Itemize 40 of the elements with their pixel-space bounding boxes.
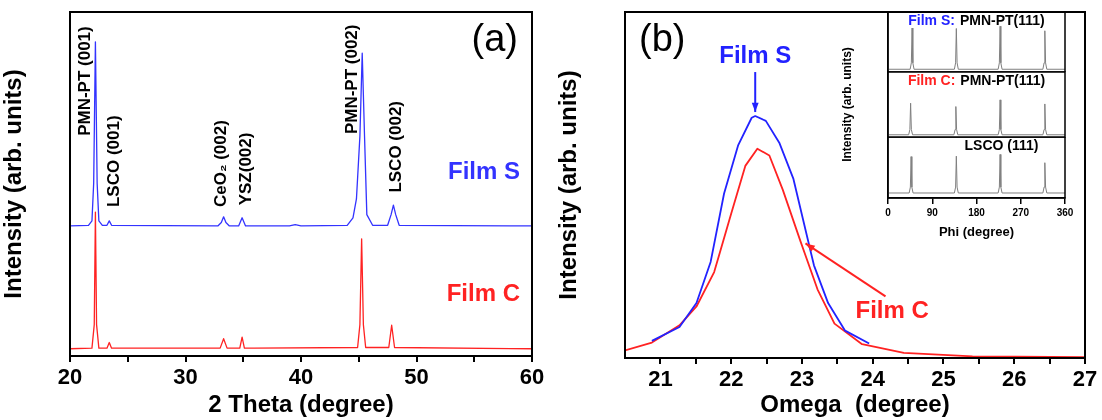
x-axis-title: Phi (degree) — [938, 223, 1015, 239]
x-tick-label: 23 — [789, 366, 815, 392]
x-tick-label: 270 — [1012, 206, 1030, 218]
x-tick-label: 25 — [931, 366, 956, 392]
x-tick-label: 60 — [519, 364, 545, 390]
x-axis-title: Omega (degree) — [760, 390, 950, 418]
annotation: YSZ(002) — [235, 132, 255, 206]
annotation: Film S: — [908, 11, 955, 28]
x-tick-label: 24 — [860, 366, 886, 392]
annotation: Film C: — [907, 71, 956, 88]
annotation: PMN-PT(111) — [960, 71, 1046, 88]
annotation: PMN-PT (002) — [341, 24, 361, 135]
x-tick-label: 21 — [648, 366, 673, 392]
x-tick-label: 22 — [718, 366, 744, 392]
x-tick-label: 0 — [885, 206, 892, 218]
series-label: Film C — [446, 279, 520, 307]
annotation: LSCO (001) — [103, 115, 123, 208]
y-axis-title: Intensity (arb. units) — [839, 47, 854, 162]
x-tick-label: 30 — [173, 364, 198, 390]
text: Film S — [719, 40, 792, 68]
annotation: PMN-PT(111) — [959, 11, 1045, 28]
series-label: Film S — [447, 156, 520, 184]
annotation: PMN-PT (001) — [75, 26, 95, 136]
annotation: (a) — [471, 17, 518, 60]
y-axis-title: Intensity (arb. units) — [0, 69, 27, 299]
x-tick-label: 90 — [926, 206, 939, 218]
y-axis-title: Intensity (arb. units) — [554, 70, 582, 300]
x-tick-label: 40 — [288, 364, 314, 390]
x-tick-label: 180 — [968, 206, 986, 218]
annotation: LSCO (111) — [964, 136, 1039, 153]
annotation: CeO₂ (002) — [210, 120, 230, 208]
x-tick-label: 50 — [404, 364, 429, 390]
legend-label: Film C — [855, 296, 929, 323]
annotation: LSCO (002) — [385, 100, 405, 193]
text: (b) — [639, 17, 686, 60]
x-tick-label: 26 — [1001, 366, 1027, 392]
x-tick-label: 360 — [1056, 206, 1074, 218]
x-tick-label: 27 — [1072, 366, 1098, 392]
x-axis-title: 2 Theta (degree) — [208, 390, 394, 418]
x-tick-label: 20 — [57, 364, 83, 390]
